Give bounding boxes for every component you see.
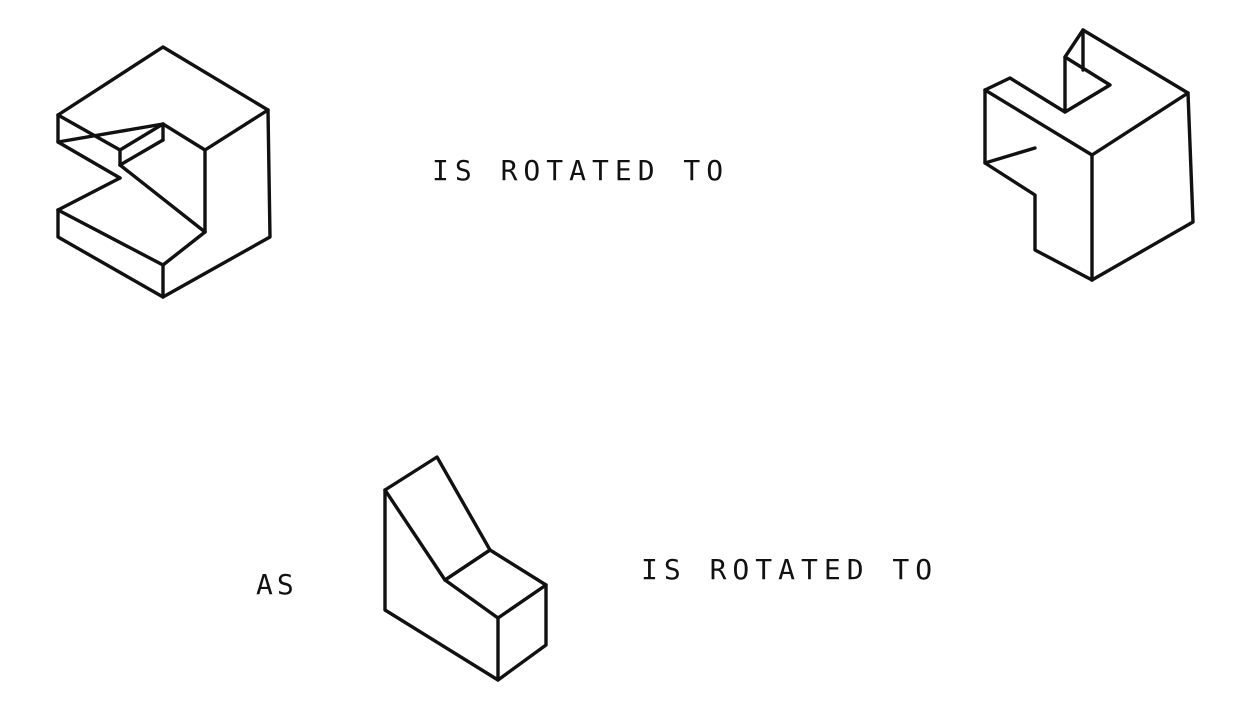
rotation-statement-bottom: IS ROTATED TO <box>641 553 939 586</box>
rotated-block-c-shape <box>983 28 1195 282</box>
rotation-statement-as: AS <box>256 568 298 601</box>
wedge-block <box>383 455 548 682</box>
rotation-statement-top: IS ROTATED TO <box>432 154 730 187</box>
source-block-c-shape <box>56 45 272 299</box>
